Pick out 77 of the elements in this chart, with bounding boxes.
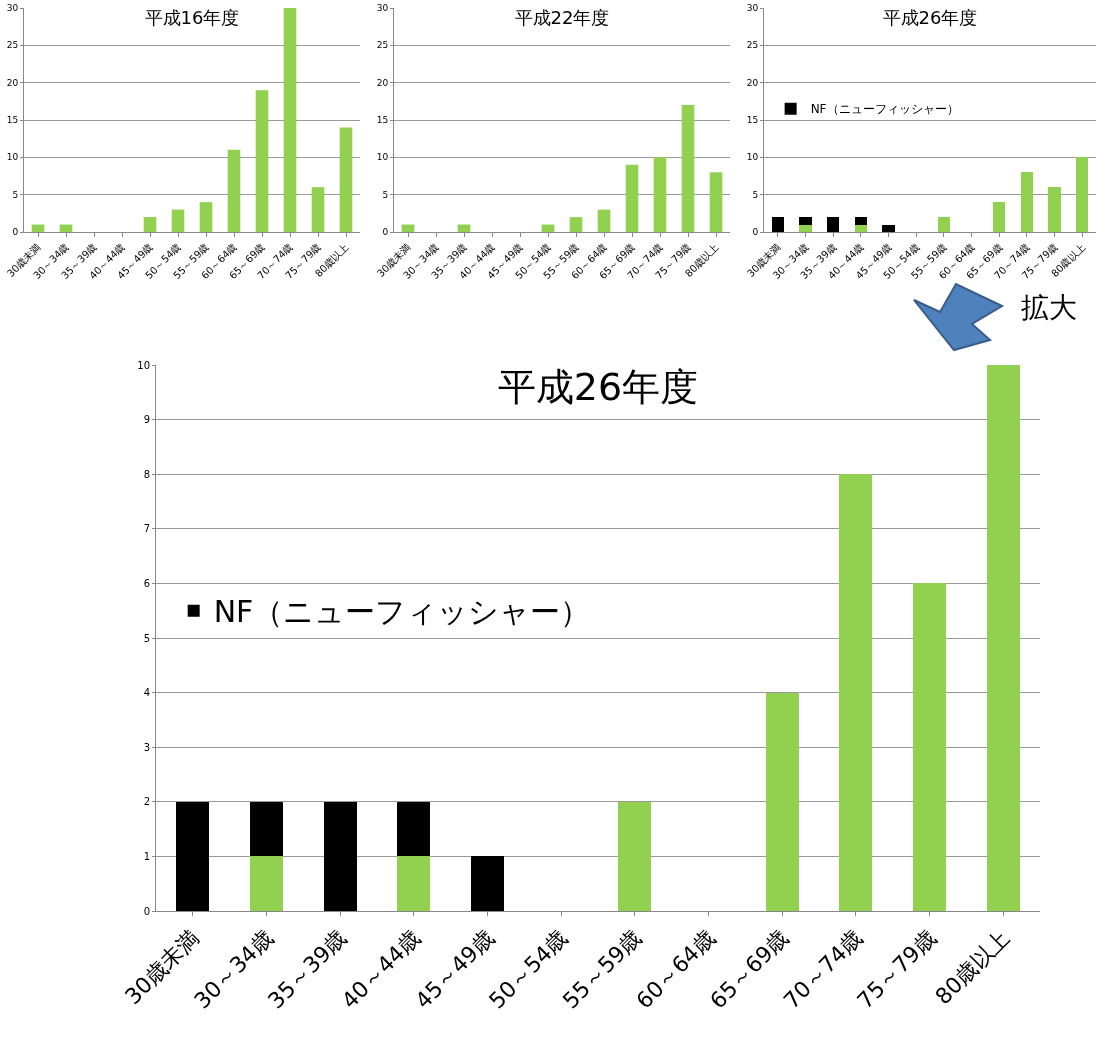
bar	[625, 164, 639, 232]
bar	[249, 856, 284, 911]
bar	[681, 105, 695, 232]
y-tick-label: 5	[382, 189, 389, 200]
bar	[171, 209, 185, 232]
bar	[771, 217, 785, 232]
bar	[854, 224, 868, 232]
y-tick-label: 5	[12, 189, 19, 200]
bar	[937, 217, 951, 232]
bar	[311, 187, 325, 232]
bar	[653, 157, 667, 232]
y-tick-label: 30	[746, 3, 759, 14]
chart-title: 平成22年度	[514, 6, 610, 28]
y-tick-label: 1	[143, 850, 150, 862]
chart-title: 平成26年度	[882, 6, 978, 28]
chart-title: 平成26年度	[497, 364, 699, 409]
bar	[986, 365, 1020, 911]
bar	[826, 217, 840, 232]
legend-label: NF（ニューフィッシャー）	[810, 102, 959, 117]
y-tick-label: 4	[143, 687, 150, 699]
y-tick-label: 30	[376, 3, 389, 14]
bar	[1048, 187, 1061, 232]
bar	[1075, 157, 1089, 232]
bar	[799, 224, 812, 232]
y-tick-label: 25	[6, 40, 19, 51]
y-tick-label: 25	[376, 40, 389, 51]
bar	[882, 224, 895, 232]
y-tick-label: 25	[746, 40, 759, 51]
y-tick-label: 10	[746, 152, 759, 163]
y-tick-label: 9	[143, 414, 150, 426]
bar	[1020, 172, 1034, 232]
y-tick-label: 5	[752, 189, 759, 200]
bar	[397, 856, 431, 911]
y-tick-label: 20	[746, 77, 759, 88]
bar	[470, 856, 505, 911]
bar	[854, 217, 868, 225]
legend-label: NF（ニューフィッシャー）	[213, 594, 591, 630]
text: 拡大	[1021, 291, 1077, 324]
y-tick-label: 20	[6, 77, 19, 88]
y-tick-label: 0	[752, 227, 759, 238]
bar	[397, 801, 431, 857]
bar	[709, 172, 723, 232]
bar	[912, 583, 947, 911]
bar	[199, 202, 213, 232]
y-tick-label: 8	[143, 468, 150, 480]
chart-title: 平成16年度	[144, 6, 240, 28]
bar	[323, 801, 357, 911]
bar	[799, 217, 812, 225]
y-tick-label: 5	[143, 632, 150, 644]
bar	[339, 127, 353, 232]
y-tick-label: 20	[376, 77, 389, 88]
y-tick-label: 0	[382, 227, 389, 238]
bar	[255, 90, 269, 232]
y-tick-label: 0	[143, 905, 150, 917]
bar	[249, 801, 284, 857]
bar	[839, 474, 873, 911]
bar	[765, 692, 799, 911]
bar	[569, 217, 583, 232]
bar	[618, 801, 652, 911]
y-tick-label: 0	[12, 227, 19, 238]
y-tick-label: 15	[376, 115, 389, 126]
y-tick-label: 15	[6, 115, 19, 126]
bar	[283, 8, 297, 232]
y-tick-label: 6	[143, 577, 150, 589]
bar	[992, 202, 1006, 232]
bar	[227, 149, 241, 232]
y-tick-label: 10	[376, 152, 389, 163]
y-tick-label: 10	[137, 359, 150, 371]
y-tick-label: 30	[6, 3, 19, 14]
y-tick-label: 10	[6, 152, 19, 163]
y-tick-label: 3	[143, 741, 150, 753]
y-tick-label: 15	[746, 115, 759, 126]
y-tick-label: 2	[143, 796, 150, 808]
bar	[176, 801, 210, 911]
bar	[143, 217, 157, 232]
y-tick-label: 7	[143, 523, 150, 535]
bar	[597, 209, 611, 232]
